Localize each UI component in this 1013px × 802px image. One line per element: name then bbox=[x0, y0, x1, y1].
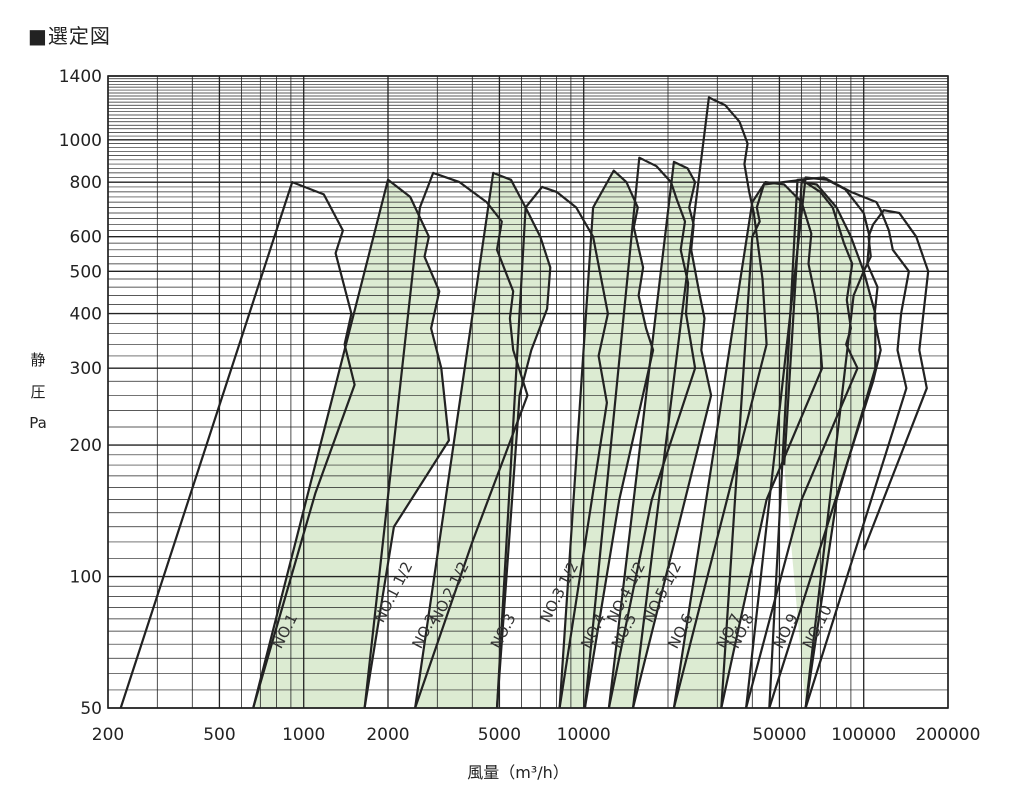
fan-curve-0 bbox=[119, 181, 356, 709]
fan-curve-4 bbox=[495, 185, 610, 709]
x-axis-label: 風量（m³/h） bbox=[467, 763, 569, 782]
fan-curve-12 bbox=[768, 176, 911, 709]
y-tick-label: 1400 bbox=[59, 67, 102, 87]
y-tick-label: 50 bbox=[80, 699, 102, 719]
x-tick-label: 500 bbox=[203, 725, 235, 745]
fan-curve-8 bbox=[631, 96, 768, 709]
fan-curve-10 bbox=[720, 178, 859, 709]
y-axis-label-part: Pa bbox=[29, 414, 47, 432]
y-tick-label: 600 bbox=[70, 228, 102, 248]
x-tick-label: 200 bbox=[92, 725, 124, 745]
fan-curve-6 bbox=[583, 156, 697, 709]
chart-grid bbox=[107, 75, 949, 709]
y-axis-label-part: 圧 bbox=[30, 383, 45, 401]
y-tick-label: 800 bbox=[70, 173, 102, 193]
x-tick-label: 1000 bbox=[282, 725, 325, 745]
y-tick-label: 100 bbox=[70, 568, 102, 588]
fan-curve-1 bbox=[252, 178, 450, 709]
y-tick-label: 300 bbox=[70, 359, 102, 379]
x-tick-label: 2000 bbox=[366, 725, 409, 745]
fan-area-outlines bbox=[119, 96, 930, 709]
fan-curve-14 bbox=[804, 209, 930, 709]
fan-fill-7 bbox=[608, 161, 712, 708]
y-tick-label: 1000 bbox=[59, 131, 102, 151]
y-tick-labels: 50 100 200 300 400 500 600 800 1000 1400 bbox=[59, 67, 102, 719]
fan-fill-5 bbox=[559, 170, 654, 709]
y-tick-label: 400 bbox=[70, 305, 102, 325]
y-axis-label: 静圧 Pa bbox=[29, 351, 47, 432]
y-tick-label: 500 bbox=[70, 262, 102, 282]
fan-fill-3 bbox=[415, 172, 551, 708]
chart-title: ■選定図 bbox=[28, 24, 111, 48]
fan-curve-3 bbox=[414, 171, 552, 709]
y-tick-label: 200 bbox=[70, 436, 102, 456]
plot-frame bbox=[107, 75, 949, 709]
fan-curve-13 bbox=[783, 181, 877, 709]
x-tick-label: 200000 bbox=[916, 725, 981, 745]
y-axis-label-part: 静 bbox=[30, 351, 45, 369]
x-tick-label: 5000 bbox=[478, 725, 521, 745]
fan-curve-11 bbox=[745, 176, 882, 709]
x-tick-label: 100000 bbox=[831, 725, 896, 745]
x-tick-labels: 200 500 1000 2000 5000 10000 50000 100000 200000 bbox=[92, 725, 981, 745]
x-tick-label: 10000 bbox=[557, 725, 611, 745]
x-tick-label: 50000 bbox=[752, 725, 806, 745]
fan-curve-2 bbox=[363, 171, 529, 709]
